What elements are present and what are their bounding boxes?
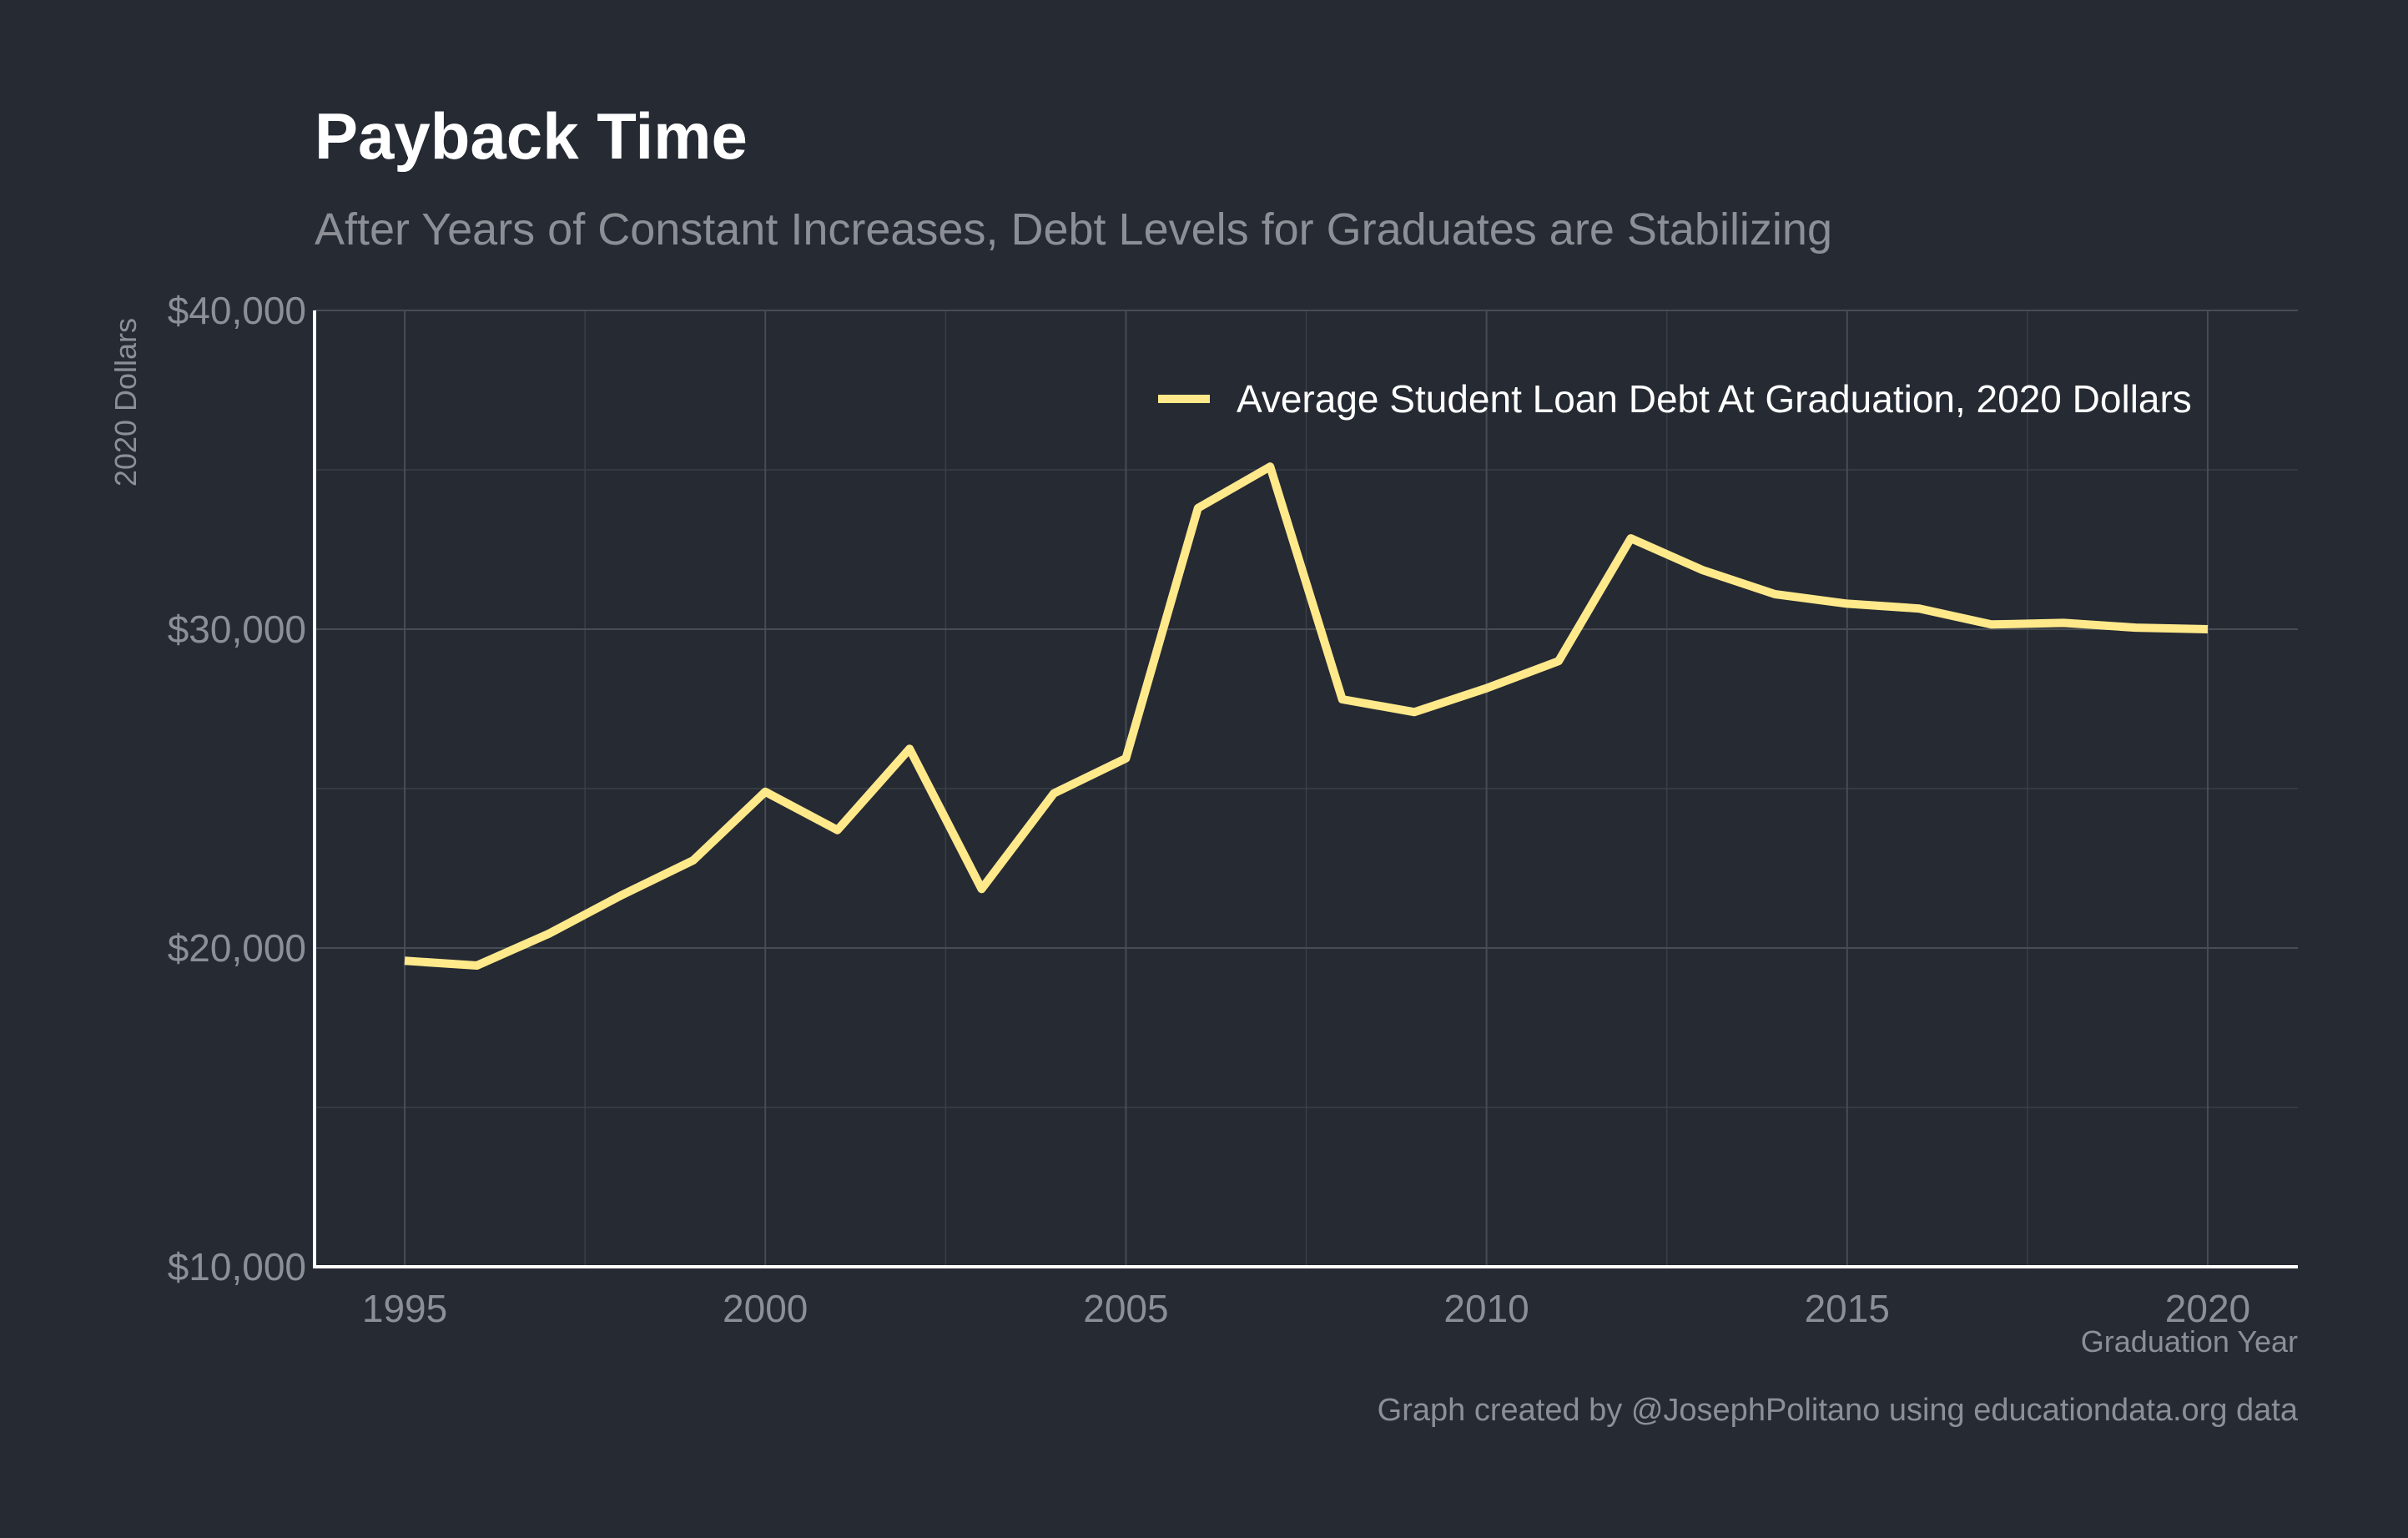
- x-axis-title: Graduation Year: [2081, 1324, 2298, 1359]
- x-tick-label: 2015: [1805, 1287, 1890, 1330]
- y-axis-ticks: $10,000 $20,000 $30,000 $40,000: [168, 289, 306, 1288]
- x-tick-label: 2005: [1083, 1287, 1168, 1330]
- series-group: [404, 462, 2209, 970]
- y-tick-label: $30,000: [168, 608, 306, 651]
- chart-title: Payback Time: [315, 99, 748, 173]
- legend-label: Average Student Loan Debt At Graduation,…: [1237, 377, 2192, 421]
- y-tick-label: $20,000: [168, 926, 306, 970]
- x-tick-label: 2010: [1443, 1287, 1529, 1330]
- y-tick-label: $10,000: [168, 1245, 306, 1288]
- x-axis-ticks: 1995 2000 2005 2010 2015 2020: [362, 1287, 2250, 1330]
- x-tick-label: 1995: [362, 1287, 447, 1330]
- x-tick-label: 2020: [2165, 1287, 2250, 1330]
- chart-subtitle: After Years of Constant Increases, Debt …: [315, 204, 1832, 255]
- series-line: [404, 462, 2209, 970]
- y-tick-label: $40,000: [168, 289, 306, 332]
- grid: [315, 310, 2298, 1268]
- y-axis-title: 2020 Dollars: [108, 318, 143, 487]
- legend: Average Student Loan Debt At Graduation,…: [1158, 377, 2192, 421]
- x-tick-label: 2000: [723, 1287, 808, 1330]
- chart-caption: Graph created by @JosephPolitano using e…: [1378, 1393, 2299, 1428]
